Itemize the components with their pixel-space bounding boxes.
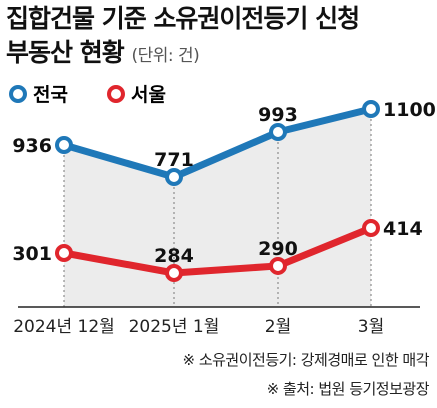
point-1-2 [269,256,287,275]
chart-title: 집합건물 기준 소유권이전등기 신청 [6,2,360,36]
chart-title-line-2: 부동산 현황 (단위: 건) [6,36,200,73]
legend-label-national: 전국 [33,84,68,106]
footnote-definition: ※ 소유권이전등기: 강제경매로 인한 매각 [182,351,430,369]
data-label-1-3: 414 [383,218,423,240]
x-tick-label-2: 2월 [265,317,291,337]
data-label-1-1: 284 [154,245,194,267]
unit-label: (단위: 건) [131,46,200,66]
point-0-2 [269,123,287,141]
vertical-grid-lines [63,109,372,307]
national-area-fill [64,109,371,307]
legend-marker-seoul [107,85,125,103]
point-1-3 [362,219,380,237]
series-0: 936 771 993 1100 [12,99,436,186]
series-1: 301 284 290 414 [12,218,423,282]
data-label-0-0: 936 [12,135,52,157]
line-chart: 전국 서울 2024년 12월 2025년 1월 2월 3월 936 771 993 110… [9,84,436,337]
x-tick-label-0: 2024년 12월 [13,317,115,337]
x-tick-label-1: 2025년 1월 [129,317,220,337]
x-tick-label-3: 3월 [358,317,384,337]
legend-label-seoul: 서울 [131,84,166,106]
x-axis-tick-labels: 2024년 12월 2025년 1월 2월 3월 [13,317,384,337]
point-0-1 [165,168,183,186]
legend: 전국 서울 [9,84,166,106]
data-label-1-2: 290 [258,238,298,260]
point-0-0 [55,136,73,154]
title-line-1: 집합건물 기준 소유권이전등기 신청 [6,4,360,33]
point-1-0 [55,244,73,262]
point-0-3 [362,100,380,118]
series-group: 936 771 993 1100 301 284 290 414 [12,99,436,282]
title-line-2: 부동산 현황 [6,38,125,67]
footnote-source: ※ 출처: 법원 등기정보광장 [266,380,430,398]
legend-marker-national [9,85,27,103]
data-label-0-3: 1100 [383,99,436,121]
data-label-0-1: 771 [154,149,194,171]
series-line-0 [63,105,372,181]
data-label-0-2: 993 [258,104,298,126]
series-line-1 [63,224,373,277]
data-label-1-0: 301 [12,243,52,265]
point-1-1 [165,264,183,282]
